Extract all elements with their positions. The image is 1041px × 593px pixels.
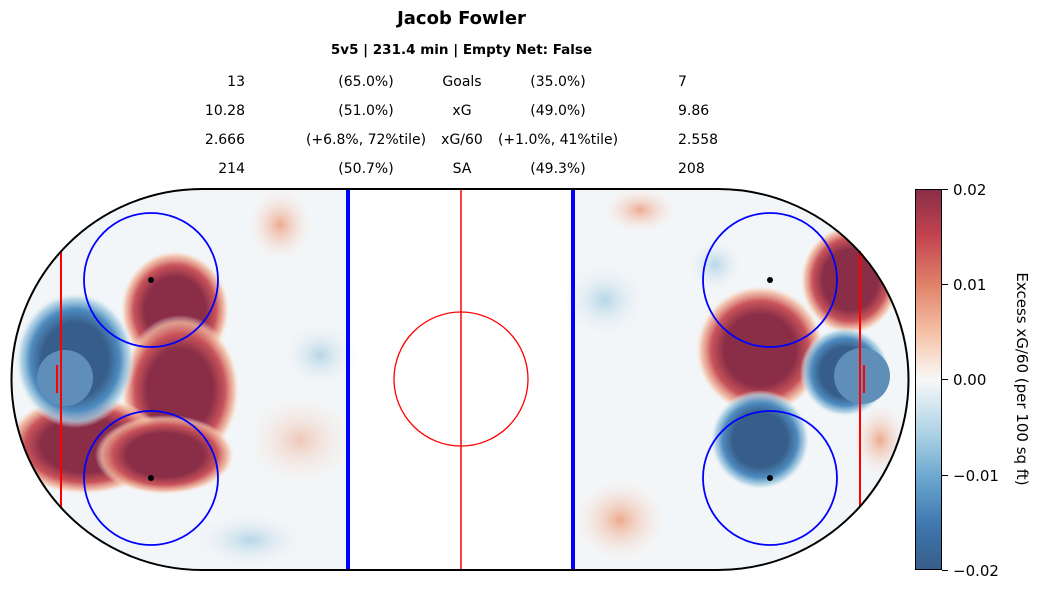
chart-subtitle: 5v5 | 231.4 min | Empty Net: False <box>330 42 593 58</box>
goals-left-pct: (65.0%) <box>338 74 394 90</box>
xg-label: xG <box>452 103 472 119</box>
goals-left-value: 13 <box>227 74 245 90</box>
colorbar-tick-label: 0.02 <box>953 181 987 199</box>
faceoff-dot-icon <box>148 277 154 283</box>
xg60-left-pct: (+6.8%, 72%tile) <box>305 132 427 148</box>
rink-heatmap <box>10 188 910 571</box>
faceoff-dot-icon <box>767 475 773 481</box>
rink-boards <box>10 188 910 571</box>
colorbar <box>915 189 942 570</box>
goals-right-pct: (35.0%) <box>530 74 586 90</box>
xg60-label: xG/60 <box>441 132 483 148</box>
right-upper-faceoff-circle <box>702 212 838 348</box>
colorbar-tick <box>942 284 948 285</box>
center-faceoff-circle <box>393 311 529 447</box>
faceoff-dot-icon <box>767 277 773 283</box>
sa-left-pct: (50.7%) <box>338 161 394 177</box>
xg-right-pct: (49.0%) <box>530 103 586 119</box>
chart-title: Jacob Fowler <box>397 8 526 29</box>
xg-left-pct: (51.0%) <box>338 103 394 119</box>
xg-right-value: 9.86 <box>678 103 710 119</box>
faceoff-dot-icon <box>148 475 154 481</box>
xg60-right-pct: (+1.0%, 41%tile) <box>497 132 619 148</box>
xg60-right-value: 2.558 <box>678 132 719 148</box>
colorbar-label: Excess xG/60 (per 100 sq ft) <box>1013 272 1031 486</box>
colorbar-tick <box>942 475 948 476</box>
colorbar-tick-label: −0.01 <box>953 467 999 485</box>
colorbar-tick-label: 0.00 <box>953 371 987 389</box>
colorbar-tick-label: −0.02 <box>953 562 999 580</box>
left-upper-faceoff-circle <box>83 212 219 348</box>
xg-left-value: 10.28 <box>204 103 245 119</box>
colorbar-tick-label: 0.01 <box>953 276 987 294</box>
colorbar-tick <box>942 379 948 380</box>
colorbar-tick <box>942 570 948 571</box>
sa-right-value: 208 <box>678 161 705 177</box>
colorbar-tick <box>942 189 948 190</box>
xg60-left-value: 2.666 <box>204 132 245 148</box>
right-lower-faceoff-circle <box>702 410 838 546</box>
left-lower-faceoff-circle <box>83 410 219 546</box>
sa-right-pct: (49.3%) <box>530 161 586 177</box>
goals-label: Goals <box>442 74 482 90</box>
sa-left-value: 214 <box>218 161 245 177</box>
goals-right-value: 7 <box>678 74 687 90</box>
sa-label: SA <box>452 161 472 177</box>
